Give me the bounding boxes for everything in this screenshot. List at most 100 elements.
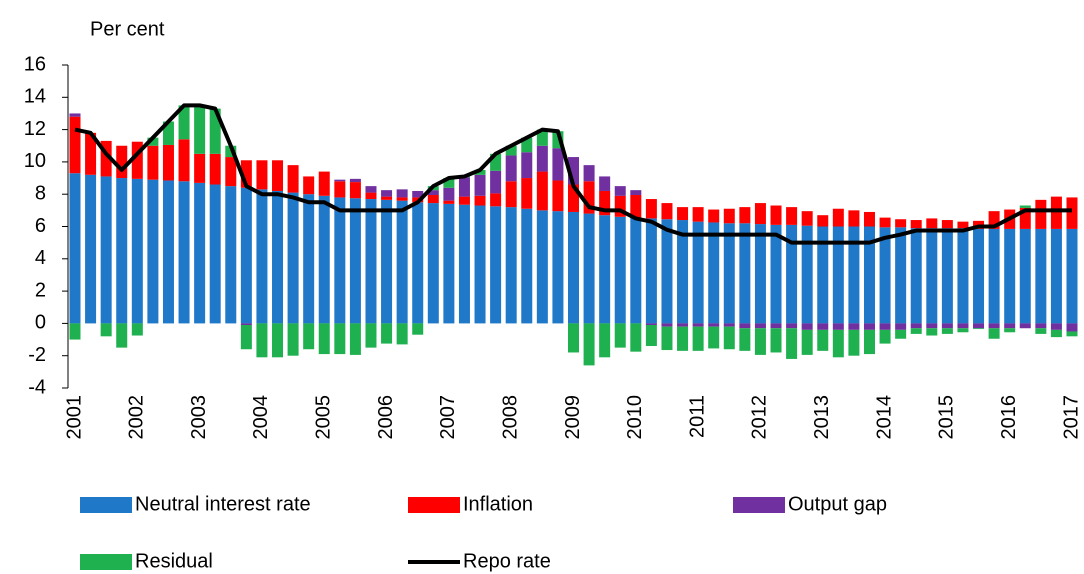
bar-segment [661,326,673,351]
bar-segment [1019,323,1031,329]
bar-segment [396,197,408,201]
x-tick-label: 2009 [562,395,584,440]
bar-segment [1019,205,1031,208]
bar-segment [1004,328,1016,333]
bar-segment [536,145,548,172]
bar-segment [474,205,486,324]
legend-label: Residual [135,550,213,572]
bar-segment [1035,199,1047,229]
legend-swatch [80,554,132,570]
bar-segment [770,224,782,324]
y-tick-label: 8 [35,182,46,204]
bar-segment [630,217,642,324]
bar-segment [443,178,455,188]
bar-segment [349,323,361,355]
bar-segment [225,157,237,187]
bar-segment [941,323,953,329]
bar-segment [552,180,564,212]
bar-segment [692,221,704,324]
y-axis-label: Per cent [90,18,165,40]
bar-segment [131,323,143,336]
x-tick-label: 2002 [126,395,148,440]
y-tick-label: 6 [35,215,46,237]
bar-segment [879,227,891,324]
bar-segment [677,220,689,324]
bar-segment [583,323,595,366]
bar-segment [723,323,735,327]
bar-segment [723,223,735,324]
bar-segment [708,209,720,223]
bar-segment [1050,323,1062,330]
bar-segment [521,137,533,153]
bar-segment [941,220,953,229]
bar-segment [1035,328,1047,334]
bar-segment [568,211,579,324]
bar-segment [365,192,377,200]
bar-segment [334,323,346,355]
bar-segment [318,171,330,196]
bar-segment [552,148,564,181]
bar-segment [381,199,393,324]
x-tick-label: 2012 [749,395,771,440]
x-tick-label: 2001 [63,395,85,440]
y-tick-label: 4 [35,247,46,269]
bar-segment [116,178,128,324]
bar-segment [941,328,953,334]
legend-label: Repo rate [463,550,551,572]
bar-segment [1019,207,1031,229]
bar-segment [443,203,455,324]
bar-segment [988,328,1000,339]
bar-segment [739,207,751,224]
bar-segment [832,226,844,324]
bar-segment [100,323,112,337]
bar-segment [458,196,470,205]
bar-segment [599,215,611,324]
bar-segment [910,220,922,229]
y-tick-label: 2 [35,279,46,301]
bar-segment [474,195,486,206]
bar-segment [754,328,766,355]
legend-label: Neutral interest rate [135,493,311,515]
bar-segment [645,323,657,326]
x-tick-label: 2008 [499,395,521,440]
bar-segment [817,329,829,351]
bar-segment [926,328,938,336]
bar-segment [926,323,938,329]
y-tick-label: -4 [28,376,46,398]
bar-segment [723,326,735,350]
bar-segment [147,145,159,180]
bar-segment [365,323,377,348]
bar-segment [692,207,704,222]
bar-segment [443,200,455,204]
bar-segment [505,155,517,182]
bar-segment [116,145,128,179]
bar-segment [381,323,393,344]
y-tick-label: -2 [28,344,46,366]
bar-segment [568,323,579,353]
bar-segment [178,105,190,140]
bar-segment [1019,228,1031,324]
bar-segment [723,208,735,224]
bar-segment [583,181,595,214]
bar-segment [957,221,969,229]
legend-label: Output gap [788,493,887,515]
bar-segment [458,204,470,324]
bar-segment [848,323,860,330]
bar-segment [786,224,798,324]
bar-segment [568,184,579,212]
bar-segment [957,323,969,329]
bar-segment [879,329,891,344]
legend-swatch [408,497,460,513]
x-tick-label: 2017 [1060,395,1082,440]
x-tick-label: 2007 [437,395,459,440]
bar-segment [1035,323,1047,329]
bar-segment [349,178,361,183]
legend-label: Inflation [463,493,533,515]
bar-segment [396,323,408,345]
y-tick-label: 12 [24,118,46,140]
bar-segment [973,228,985,324]
bar-segment [505,181,517,208]
bar-segment [349,198,361,324]
bar-segment [817,323,829,330]
x-tick-label: 2015 [936,395,958,440]
